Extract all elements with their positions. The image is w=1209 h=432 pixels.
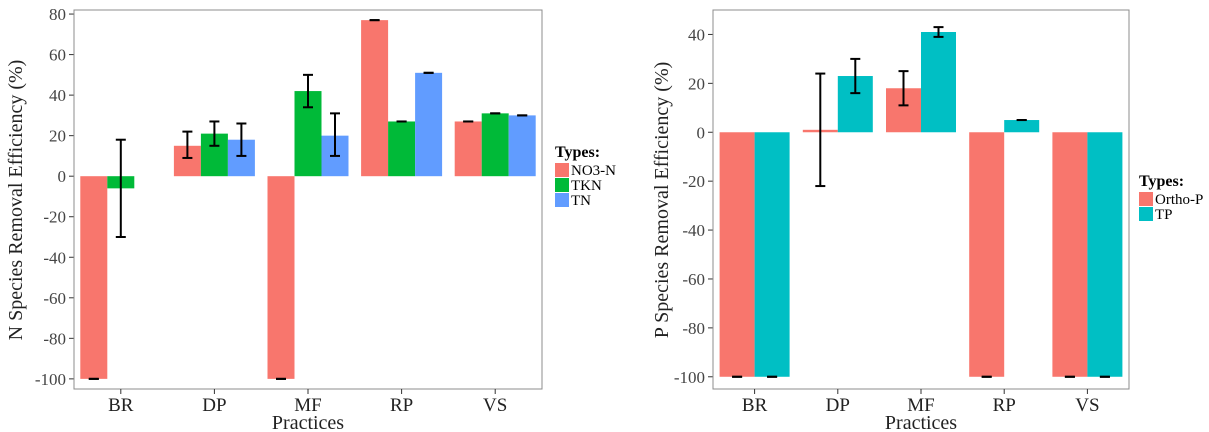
bar-tn-vs	[508, 115, 536, 177]
y-tick-label: -40	[43, 248, 66, 267]
x-tick-label: MF	[294, 395, 321, 416]
x-tick-label: BR	[742, 395, 768, 416]
bar-no3-n-vs	[454, 121, 482, 177]
legend-swatch-tkn	[555, 178, 569, 192]
y-tick-label: -80	[43, 329, 66, 348]
y-tick-label: 40	[49, 86, 66, 105]
bar-tp-mf	[921, 32, 956, 133]
legend-label-tn: TN	[571, 193, 591, 209]
x-tick-label: RP	[993, 395, 1016, 416]
error-bar-tkn-br	[115, 138, 126, 238]
bar-ortho-p-rp	[969, 132, 1005, 377]
bar-tkn-vs	[481, 113, 509, 177]
error-bar-tn-mf	[330, 112, 340, 157]
legend-label-ortho-p: Ortho-P	[1155, 192, 1203, 208]
x-tick-label: VS	[483, 395, 507, 416]
bar-tp-br	[754, 132, 790, 377]
y-tick-label: -40	[682, 221, 705, 240]
y-axis-title: N Species Removal Efficiency (%)	[5, 60, 27, 341]
y-tick-label: 60	[49, 46, 66, 65]
x-tick-label: DP	[826, 395, 850, 416]
x-tick-label: DP	[202, 395, 226, 416]
bar-no3-n-rp	[361, 20, 389, 177]
x-tick-label: VS	[1075, 395, 1099, 416]
y-tick-label: 80	[49, 5, 66, 24]
error-bar-tkn-dp	[209, 120, 220, 147]
bar-tkn-rp	[388, 121, 416, 177]
legend-title: Types:	[1139, 173, 1184, 190]
legend-label-tkn: TKN	[571, 178, 602, 194]
bar-tp-rp	[1004, 120, 1040, 133]
y-tick-label: 20	[49, 127, 66, 146]
bar-ortho-p-vs	[1052, 132, 1088, 377]
y-tick-label: -20	[682, 172, 705, 191]
y-tick-label: -20	[43, 208, 66, 227]
y-tick-label: 40	[688, 25, 705, 44]
y-tick-label: 0	[697, 123, 706, 142]
bar-tn-rp	[415, 72, 443, 177]
bar-no3-n-br	[80, 176, 108, 379]
x-tick-label: BR	[108, 395, 134, 416]
y-axis-title: P Species Removal Efficiency (%)	[651, 62, 673, 339]
chart-1: 80 60 40 20 0 -20 -40 -60 -80 -100 BR DP MF RP VS Pract…	[5, 5, 616, 432]
legend-label-no3-n: NO3-N	[571, 163, 616, 179]
x-axis-title: Practices	[885, 412, 957, 432]
error-bar-tn-dp	[236, 122, 247, 157]
bar-tp-vs	[1087, 132, 1123, 377]
y-tick-label: -60	[43, 289, 66, 308]
y-tick-label: -100	[35, 370, 66, 389]
x-axis-title: Practices	[272, 412, 344, 432]
y-tick-label: -100	[674, 368, 705, 387]
error-bar-tp-mf	[933, 26, 944, 38]
x-tick-label: RP	[390, 395, 413, 416]
y-tick-label: -80	[682, 319, 705, 338]
legend-swatch-tn	[555, 193, 569, 207]
legend-label-tp: TP	[1155, 207, 1173, 223]
legend: Types: Ortho-PTP	[1139, 173, 1203, 223]
legend-title: Types:	[555, 144, 600, 161]
y-tick-label: 0	[58, 167, 67, 186]
error-bar-no3-n-dp	[182, 130, 193, 159]
bar-no3-n-mf	[267, 176, 295, 379]
legend-swatch-ortho-p	[1139, 192, 1153, 206]
error-bar-tkn-mf	[303, 73, 313, 109]
legend-swatch-no3-n	[555, 163, 569, 177]
chart-2: 40 20 0 -20 -40 -60 -80 -100 BR DP MF RP VS Practices…	[651, 9, 1203, 432]
error-bar-tp-dp	[850, 57, 861, 95]
legend-swatch-tp	[1139, 207, 1153, 221]
plot-panel	[74, 10, 542, 389]
y-tick-label: 20	[688, 74, 705, 93]
error-bar-ortho-p-dp	[815, 72, 826, 188]
error-bar-ortho-p-mf	[898, 70, 909, 107]
y-tick-label: -60	[682, 270, 705, 289]
x-tick-label: MF	[907, 395, 934, 416]
bar-ortho-p-br	[719, 132, 755, 377]
